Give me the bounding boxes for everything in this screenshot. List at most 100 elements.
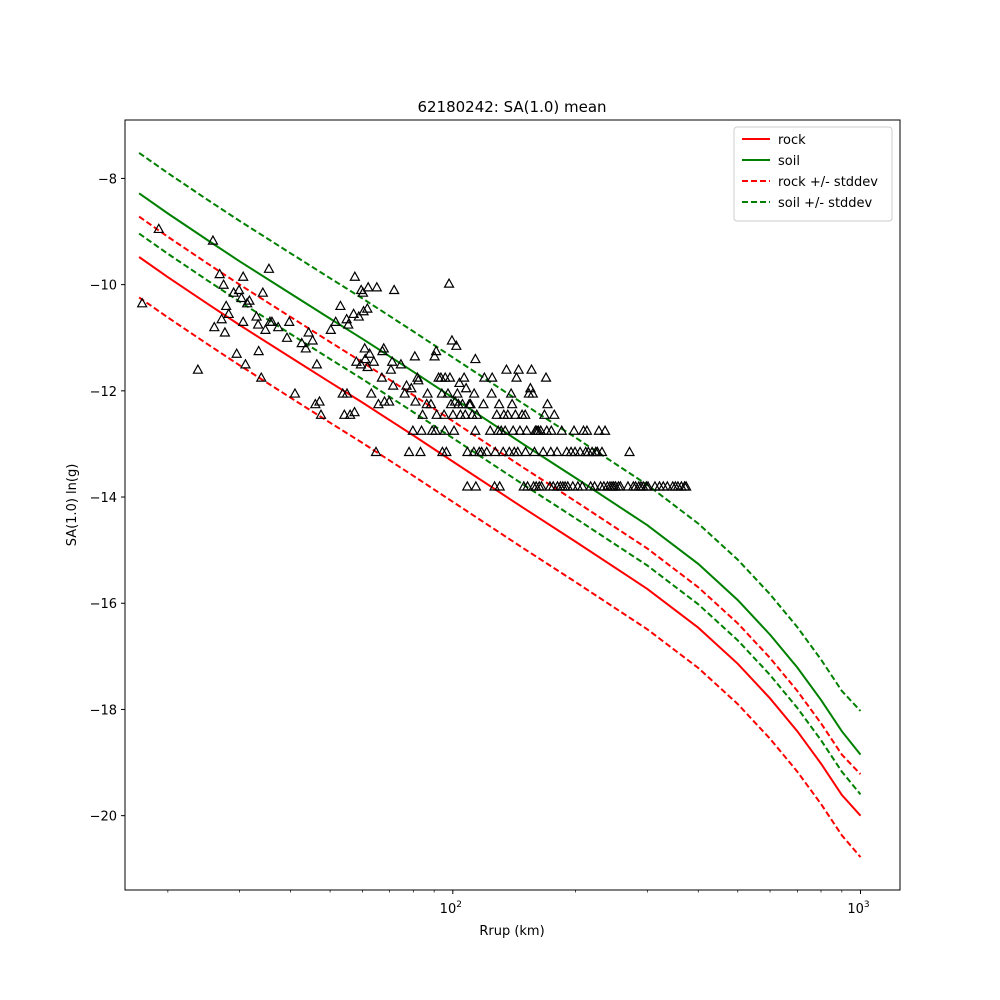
series-line-1 bbox=[138, 192, 862, 756]
data-point bbox=[313, 395, 326, 406]
data-point bbox=[493, 398, 505, 409]
data-point bbox=[362, 281, 374, 292]
data-point bbox=[461, 446, 473, 457]
data-point bbox=[524, 382, 536, 393]
data-point bbox=[283, 316, 295, 326]
data-point bbox=[425, 398, 437, 409]
y-tick-label: −20 bbox=[90, 810, 117, 825]
data-point bbox=[484, 424, 496, 435]
data-point bbox=[365, 387, 377, 398]
data-point bbox=[448, 424, 460, 435]
data-point bbox=[207, 234, 219, 245]
data-point bbox=[385, 363, 397, 374]
data-point bbox=[252, 318, 264, 329]
data-point bbox=[330, 316, 342, 326]
data-point bbox=[514, 424, 526, 435]
data-point bbox=[445, 398, 457, 409]
data-point bbox=[361, 302, 373, 313]
data-point bbox=[255, 371, 267, 382]
data-point bbox=[368, 355, 380, 366]
data-point bbox=[383, 395, 395, 406]
y-tick-label: −16 bbox=[90, 597, 117, 612]
data-point bbox=[622, 480, 634, 491]
data-point bbox=[540, 371, 552, 382]
data-point bbox=[468, 446, 480, 457]
legend-label: soil bbox=[778, 154, 800, 169]
data-point bbox=[574, 446, 586, 457]
data-point bbox=[538, 408, 550, 419]
data-point bbox=[235, 292, 247, 303]
data-point bbox=[281, 331, 293, 342]
y-tick-label: −18 bbox=[90, 703, 117, 718]
data-point bbox=[468, 387, 480, 398]
data-point bbox=[341, 387, 353, 398]
data-point bbox=[359, 342, 371, 353]
data-point bbox=[353, 310, 365, 321]
data-point bbox=[497, 446, 509, 457]
data-point bbox=[344, 408, 356, 419]
data-point bbox=[407, 424, 419, 435]
x-axis-label: Rrup (km) bbox=[479, 924, 544, 939]
data-point bbox=[311, 358, 323, 369]
data-point bbox=[429, 350, 441, 361]
data-point bbox=[233, 284, 245, 295]
x-tick-label: 102 bbox=[440, 900, 462, 917]
data-point bbox=[545, 446, 557, 457]
data-point bbox=[446, 334, 458, 345]
data-point bbox=[494, 480, 506, 491]
data-point bbox=[349, 270, 361, 281]
data-point bbox=[219, 326, 231, 337]
data-point bbox=[614, 480, 626, 491]
data-point bbox=[257, 286, 269, 297]
data-point bbox=[309, 398, 321, 409]
data-point bbox=[535, 424, 547, 435]
data-point bbox=[642, 480, 654, 491]
data-point bbox=[263, 262, 275, 273]
data-point bbox=[359, 353, 371, 364]
data-point bbox=[680, 480, 692, 491]
data-point bbox=[589, 480, 601, 491]
data-point bbox=[231, 347, 243, 358]
data-point bbox=[443, 277, 455, 288]
data-point bbox=[469, 424, 481, 435]
data-point bbox=[512, 446, 524, 457]
data-point bbox=[442, 387, 454, 398]
data-point bbox=[520, 446, 532, 457]
series-line-3 bbox=[138, 296, 862, 858]
data-point bbox=[355, 358, 367, 369]
plot-frame bbox=[124, 119, 901, 891]
data-point bbox=[409, 395, 422, 406]
data-point bbox=[461, 480, 473, 491]
data-point bbox=[303, 326, 315, 337]
data-point bbox=[491, 408, 503, 419]
data-point bbox=[500, 363, 512, 374]
data-point bbox=[489, 446, 501, 457]
data-point bbox=[469, 353, 481, 364]
data-point bbox=[362, 361, 374, 372]
data-point bbox=[438, 408, 450, 419]
data-point bbox=[153, 223, 165, 234]
data-point bbox=[507, 424, 519, 435]
data-point bbox=[556, 424, 568, 435]
data-point bbox=[253, 345, 265, 356]
data-point bbox=[416, 424, 428, 435]
data-point bbox=[576, 480, 588, 491]
data-point bbox=[453, 377, 465, 388]
data-point bbox=[528, 446, 540, 457]
data-point bbox=[471, 408, 483, 419]
data-point bbox=[371, 281, 383, 292]
series-line-4 bbox=[138, 152, 862, 712]
data-point bbox=[541, 398, 554, 409]
y-tick-label: −12 bbox=[90, 385, 117, 400]
data-point bbox=[401, 379, 413, 390]
data-point bbox=[526, 363, 538, 374]
data-point bbox=[334, 300, 346, 311]
legend-label: soil +/- stddev bbox=[778, 196, 873, 211]
data-point bbox=[338, 408, 350, 419]
data-point bbox=[537, 446, 549, 457]
data-point bbox=[661, 480, 673, 491]
y-axis: −8 −10 −12 −14 −16 −18 −20 bbox=[90, 172, 125, 825]
data-point bbox=[259, 324, 271, 334]
data-point bbox=[470, 480, 482, 491]
data-point bbox=[568, 424, 580, 435]
